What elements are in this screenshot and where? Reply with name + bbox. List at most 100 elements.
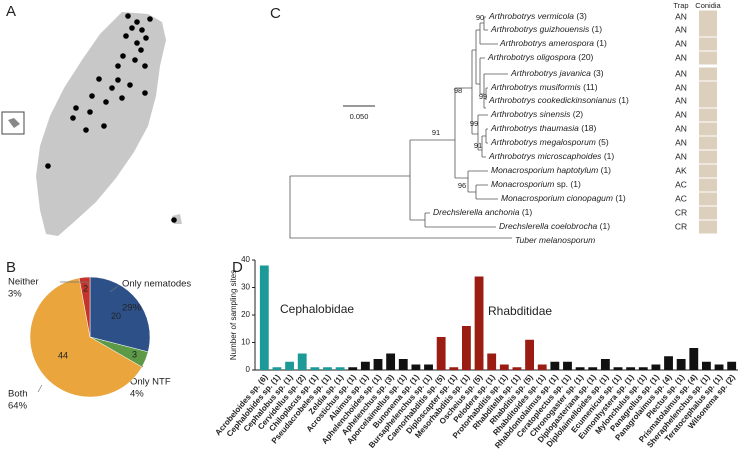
trap-type: AN [675,68,687,78]
site [134,19,140,25]
conidia-image [699,51,717,65]
pie-slice [78,276,91,338]
taxon-count: (1) [600,221,611,231]
site [129,25,135,31]
bar [474,276,484,370]
slice-name: Only nematodes [122,279,191,290]
slice-name: Both [8,389,28,400]
trap-type: AN [675,38,687,48]
bar [360,361,370,370]
bootstrap: 90 [476,13,484,22]
header: Trap [673,1,688,10]
site [120,53,126,59]
bootstrap: 96 [458,181,466,190]
site [96,76,102,82]
bar [626,367,636,370]
trap-type: AN [675,24,687,34]
trap-type: AK [675,165,687,175]
bar [462,326,471,370]
bar [424,364,433,370]
bar [651,364,661,370]
site [147,16,153,22]
trap-type: AC [675,179,687,189]
site [103,99,109,105]
bar [272,367,282,370]
y-tick-label: 30 [241,283,250,292]
taxon: Monacrosporium cionopagum (1) [501,193,626,203]
panel-label: B [6,259,16,276]
bar [310,367,320,370]
taxon-name: Drechslerella coelobrocha [499,221,598,231]
bar [348,367,358,370]
island [36,12,166,236]
y-tick-label: 0 [246,365,251,374]
bar [588,367,598,370]
taxon: Arthrobotrys guizhouensis (1) [490,24,602,34]
taxon-name: Monacrosporium [491,179,554,189]
conidia-image [699,108,717,122]
annotation: Cephalobidae [280,302,354,316]
slice-percent: 64% [8,401,28,412]
bar [563,361,572,370]
map [1,12,182,236]
taxon: Arthrobotrys javanica (3) [510,68,604,78]
taxon: Arthrobotrys oligospora (20) [487,52,594,62]
taxon: Arthrobotrys musiformis (11) [490,82,598,92]
trap-type: AC [675,193,687,203]
taxon-count: (11) [583,82,598,92]
bootstrap: 99 [470,119,478,128]
scale-label: 0.050 [350,112,369,121]
taxon-name: Arthrobotrys thaumasia [490,123,579,133]
trap-type: AN [675,11,687,21]
site [101,123,107,129]
taxon-count: (1) [615,193,626,203]
conidia-image [699,67,717,81]
slice-value: 2 [83,284,88,294]
taxon-name: Arthrobotrys megalosporum [490,137,596,147]
bar [335,367,345,370]
bar [702,361,711,370]
taxon: Arthrobotrys thaumasia (18) [490,123,597,133]
bar [386,353,396,370]
slice-value: 44 [58,350,68,360]
site [109,85,115,91]
bar [727,361,737,370]
bar [411,364,421,370]
site [142,90,148,96]
taxon-name: Arthrobotrys guizhouensis [490,24,590,34]
taxon-count: (3) [593,68,604,78]
taxon-name: Arthrobotrys amerospora [499,38,594,48]
panel-label: A [6,3,16,20]
annotation: Rhabditidae [488,304,552,318]
bar [373,359,383,370]
slice-value: 20 [111,311,121,321]
bar [285,361,294,370]
taxon-name: Arthrobotrys vermicola [488,11,574,21]
trap-type: AN [675,95,687,105]
site [171,217,177,223]
sites [45,13,177,223]
pie-slice [29,277,143,398]
conidia-image [699,136,717,150]
leader-line [60,281,89,286]
site [45,163,51,169]
y-tick-label: 40 [241,255,250,264]
bar [323,367,332,370]
slice-percent: 3% [8,289,22,300]
conidia-image [699,164,717,178]
conidia-image [699,150,717,164]
bar [689,348,699,370]
taxon-count: (5) [598,137,609,147]
taxon: Drechslerella anchonia (1) [433,207,532,217]
site [127,82,133,88]
slice-name: Neither [8,277,39,288]
bar [525,339,534,370]
panel-label: D [232,259,243,276]
site [70,115,76,121]
conidia-image [699,10,717,24]
bar [714,364,724,370]
conidia-image [699,122,717,136]
site [142,63,148,69]
